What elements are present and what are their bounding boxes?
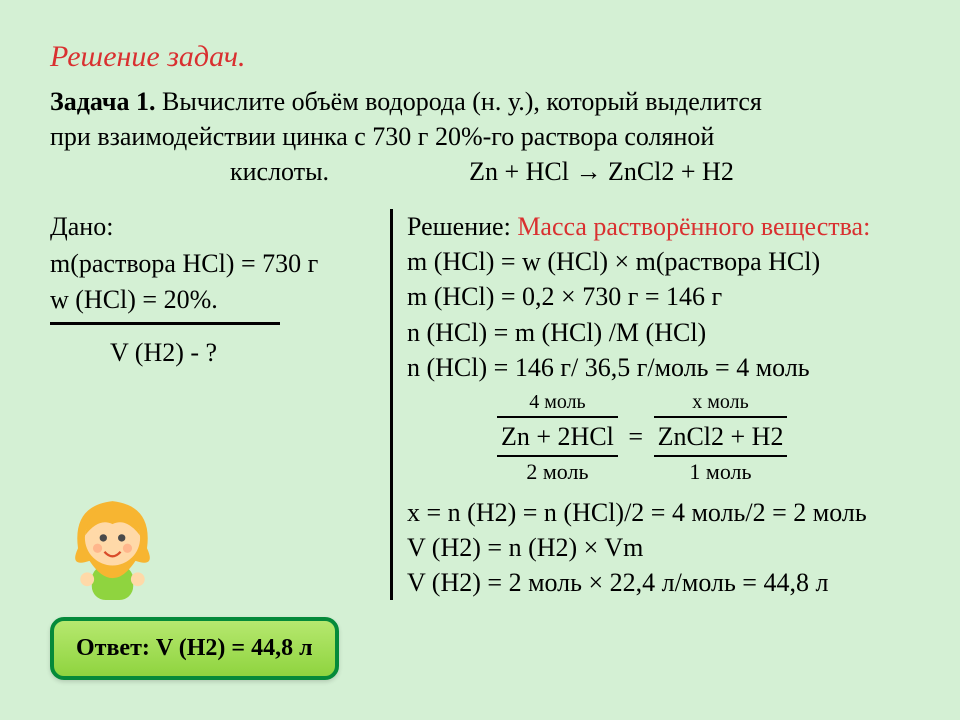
- solution-l2: m (HCl) = 0,2 × 730 г = 146 г: [407, 279, 910, 314]
- eq-over-left: 4 моль: [497, 389, 618, 416]
- problem-label: Задача 1.: [50, 87, 156, 116]
- problem-line-1: Вычислите объём водорода (н. у.), которы…: [162, 87, 762, 116]
- given-line-2: w (HCl) = 20%.: [50, 282, 390, 318]
- given-line-1: m(раствора HCl) = 730 г: [50, 246, 390, 282]
- problem-equation: Zn + HCl → ZnCl2 + H2: [469, 154, 734, 189]
- eq-over-right: x моль: [654, 389, 788, 416]
- stoichiometry: 4 моль Zn + 2HCl 2 моль = x моль ZnCl2 +…: [407, 389, 910, 487]
- eq-over-mid: [624, 391, 647, 418]
- eq-main-mid: =: [624, 418, 647, 455]
- eq-under-mid: [624, 455, 647, 485]
- problem-line-3-left: кислоты.: [230, 154, 329, 189]
- solution-l6: V (H2) = n (H2) × Vm: [407, 530, 910, 565]
- problem-line-2: при взаимодействии цинка с 730 г 20%-го …: [50, 122, 714, 151]
- solution-l3: n (HCl) = m (HCl) /M (HCl): [407, 315, 910, 350]
- solution-l4: n (HCl) = 146 г/ 36,5 г/моль = 4 моль: [407, 350, 910, 385]
- eq-main-left: Zn + 2HCl: [497, 416, 618, 457]
- eq-main-right: ZnCl2 + H2: [654, 416, 788, 457]
- find-line: V (H2) - ?: [50, 335, 390, 371]
- title: Решение задач.: [50, 40, 910, 74]
- solution-l5: x = n (H2) = n (HCl)/2 = 4 моль/2 = 2 мо…: [407, 495, 910, 530]
- problem-statement: Задача 1. Вычислите объём водорода (н. у…: [50, 84, 910, 189]
- eq-under-right: 1 моль: [654, 457, 788, 487]
- solution-block: Решение: Масса растворённого вещества: m…: [390, 209, 910, 600]
- solution-label: Решение:: [407, 212, 517, 241]
- solution-subtitle: Масса растворённого вещества:: [517, 212, 870, 241]
- answer-box: Ответ: V (H2) = 44,8 л: [50, 617, 339, 680]
- solution-l7: V (H2) = 2 моль × 22,4 л/моль = 44,8 л: [407, 565, 910, 600]
- girl-clipart-icon: [55, 485, 170, 600]
- eq-under-left: 2 моль: [497, 457, 618, 487]
- given-label: Дано:: [50, 209, 390, 245]
- solution-l1: m (HCl) = w (HCl) × m(раствора HCl): [407, 244, 910, 279]
- given-separator: [50, 322, 280, 325]
